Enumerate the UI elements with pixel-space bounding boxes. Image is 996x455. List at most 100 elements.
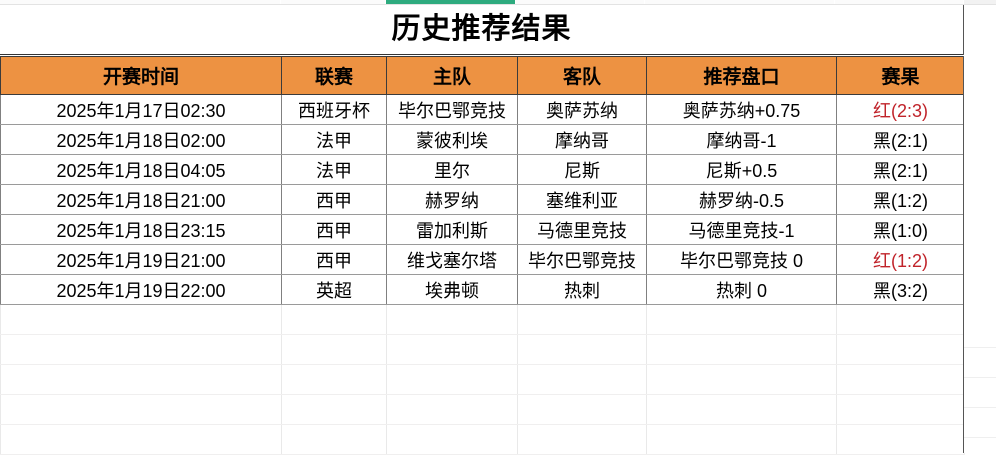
table-row[interactable]: 2025年1月18日21:00 西甲 赫罗纳 塞维利亚 赫罗纳-0.5 黑(1:… <box>0 184 965 215</box>
cell-result[interactable]: 红(2:3) <box>836 94 965 125</box>
cell-empty[interactable] <box>836 424 965 455</box>
table-row-empty[interactable] <box>0 364 965 395</box>
cell-home[interactable]: 埃弗顿 <box>386 274 518 305</box>
cell-away[interactable]: 摩纳哥 <box>517 124 647 155</box>
table-row[interactable]: 2025年1月18日23:15 西甲 雷加利斯 马德里竞技 马德里竞技-1 黑(… <box>0 214 965 245</box>
cell-empty[interactable] <box>281 424 387 455</box>
column-header-result: 赛果 <box>836 56 965 95</box>
cell-empty[interactable] <box>517 364 647 395</box>
table-row-empty[interactable] <box>0 334 965 365</box>
cell-handicap[interactable]: 奥萨苏纳+0.75 <box>646 94 837 125</box>
page-title-text: 历史推荐结果 <box>391 13 572 45</box>
cell-empty[interactable] <box>836 394 965 425</box>
cell-empty[interactable] <box>836 334 965 365</box>
table-row-empty[interactable] <box>0 304 965 335</box>
cell-home[interactable]: 维戈塞尔塔 <box>386 244 518 275</box>
cell-empty[interactable] <box>386 394 518 425</box>
cell-empty[interactable] <box>281 394 387 425</box>
cell-time[interactable]: 2025年1月19日22:00 <box>0 274 282 305</box>
cell-handicap[interactable]: 毕尔巴鄂竞技 0 <box>646 244 837 275</box>
top-strip-segment <box>835 0 963 4</box>
cell-home[interactable]: 毕尔巴鄂竞技 <box>386 94 518 125</box>
cell-away[interactable]: 马德里竞技 <box>517 214 647 245</box>
cell-empty[interactable] <box>517 424 647 455</box>
cell-time[interactable]: 2025年1月17日02:30 <box>0 94 282 125</box>
cell-empty[interactable] <box>281 364 387 395</box>
cell-time[interactable]: 2025年1月18日23:15 <box>0 214 282 245</box>
cell-time[interactable]: 2025年1月18日21:00 <box>0 184 282 215</box>
cell-away[interactable]: 塞维利亚 <box>517 184 647 215</box>
table-row-empty[interactable] <box>0 424 965 455</box>
column-header-time: 开赛时间 <box>0 56 282 95</box>
cell-league[interactable]: 英超 <box>281 274 387 305</box>
cell-league[interactable]: 法甲 <box>281 154 387 185</box>
title-right-gutter <box>963 5 996 55</box>
cell-empty[interactable] <box>517 334 647 365</box>
cell-empty[interactable] <box>0 304 282 335</box>
cell-league[interactable]: 西甲 <box>281 244 387 275</box>
table-row[interactable]: 2025年1月17日02:30 西班牙杯 毕尔巴鄂竞技 奥萨苏纳 奥萨苏纳+0.… <box>0 94 965 125</box>
right-gutter-column[interactable] <box>963 56 996 453</box>
cell-result[interactable]: 黑(1:0) <box>836 214 965 245</box>
table-row-empty[interactable] <box>0 394 965 425</box>
results-table-container: 开赛时间 联赛 主队 客队 推荐盘口 赛果 2025年1月17日02:30 西班… <box>0 56 996 455</box>
cell-empty[interactable] <box>646 364 837 395</box>
cell-handicap[interactable]: 尼斯+0.5 <box>646 154 837 185</box>
cell-home[interactable]: 赫罗纳 <box>386 184 518 215</box>
table-header-row: 开赛时间 联赛 主队 客队 推荐盘口 赛果 <box>0 56 965 95</box>
cell-empty[interactable] <box>386 304 518 335</box>
cell-result[interactable]: 黑(2:1) <box>836 154 965 185</box>
cell-handicap[interactable]: 赫罗纳-0.5 <box>646 184 837 215</box>
cell-empty[interactable] <box>646 424 837 455</box>
cell-empty[interactable] <box>517 304 647 335</box>
cell-empty[interactable] <box>646 304 837 335</box>
cell-empty[interactable] <box>836 364 965 395</box>
cell-home[interactable]: 蒙彼利埃 <box>386 124 518 155</box>
table-row[interactable]: 2025年1月18日02:00 法甲 蒙彼利埃 摩纳哥 摩纳哥-1 黑(2:1) <box>0 124 965 155</box>
cell-league[interactable]: 西班牙杯 <box>281 94 387 125</box>
cell-away[interactable]: 奥萨苏纳 <box>517 94 647 125</box>
cell-home[interactable]: 里尔 <box>386 154 518 185</box>
cell-league[interactable]: 西甲 <box>281 214 387 245</box>
green-selection-marker <box>386 0 515 4</box>
cell-away[interactable]: 热刺 <box>517 274 647 305</box>
cell-empty[interactable] <box>0 334 282 365</box>
cell-handicap[interactable]: 摩纳哥-1 <box>646 124 837 155</box>
column-header-league: 联赛 <box>281 56 387 95</box>
table-row[interactable]: 2025年1月18日04:05 法甲 里尔 尼斯 尼斯+0.5 黑(2:1) <box>0 154 965 185</box>
cell-empty[interactable] <box>281 334 387 365</box>
top-strip-segment <box>281 0 385 4</box>
cell-result[interactable]: 黑(1:2) <box>836 184 965 215</box>
cell-result[interactable]: 红(1:2) <box>836 244 965 275</box>
cell-empty[interactable] <box>517 394 647 425</box>
cell-league[interactable]: 西甲 <box>281 184 387 215</box>
cell-empty[interactable] <box>0 394 282 425</box>
table-row[interactable]: 2025年1月19日21:00 西甲 维戈塞尔塔 毕尔巴鄂竞技 毕尔巴鄂竞技 0… <box>0 244 965 275</box>
table-body: 2025年1月17日02:30 西班牙杯 毕尔巴鄂竞技 奥萨苏纳 奥萨苏纳+0.… <box>0 94 965 455</box>
column-header-home: 主队 <box>386 56 518 95</box>
cell-handicap[interactable]: 热刺 0 <box>646 274 837 305</box>
cell-handicap[interactable]: 马德里竞技-1 <box>646 214 837 245</box>
cell-time[interactable]: 2025年1月18日02:00 <box>0 124 282 155</box>
cell-away[interactable]: 尼斯 <box>517 154 647 185</box>
cell-empty[interactable] <box>836 304 965 335</box>
cell-league[interactable]: 法甲 <box>281 124 387 155</box>
cell-result[interactable]: 黑(2:1) <box>836 124 965 155</box>
column-header-handicap: 推荐盘口 <box>646 56 837 95</box>
cell-result[interactable]: 黑(3:2) <box>836 274 965 305</box>
cell-empty[interactable] <box>646 394 837 425</box>
top-strip-segment <box>0 0 280 4</box>
cell-away[interactable]: 毕尔巴鄂竞技 <box>517 244 647 275</box>
cell-empty[interactable] <box>386 364 518 395</box>
cell-time[interactable]: 2025年1月18日04:05 <box>0 154 282 185</box>
cell-empty[interactable] <box>386 424 518 455</box>
cell-empty[interactable] <box>0 364 282 395</box>
cell-time[interactable]: 2025年1月19日21:00 <box>0 244 282 275</box>
cell-empty[interactable] <box>0 424 282 455</box>
cell-empty[interactable] <box>281 304 387 335</box>
cell-empty[interactable] <box>646 334 837 365</box>
table-row[interactable]: 2025年1月19日22:00 英超 埃弗顿 热刺 热刺 0 黑(3:2) <box>0 274 965 305</box>
cell-empty[interactable] <box>386 334 518 365</box>
cell-home[interactable]: 雷加利斯 <box>386 214 518 245</box>
top-strip-segment <box>964 0 996 4</box>
